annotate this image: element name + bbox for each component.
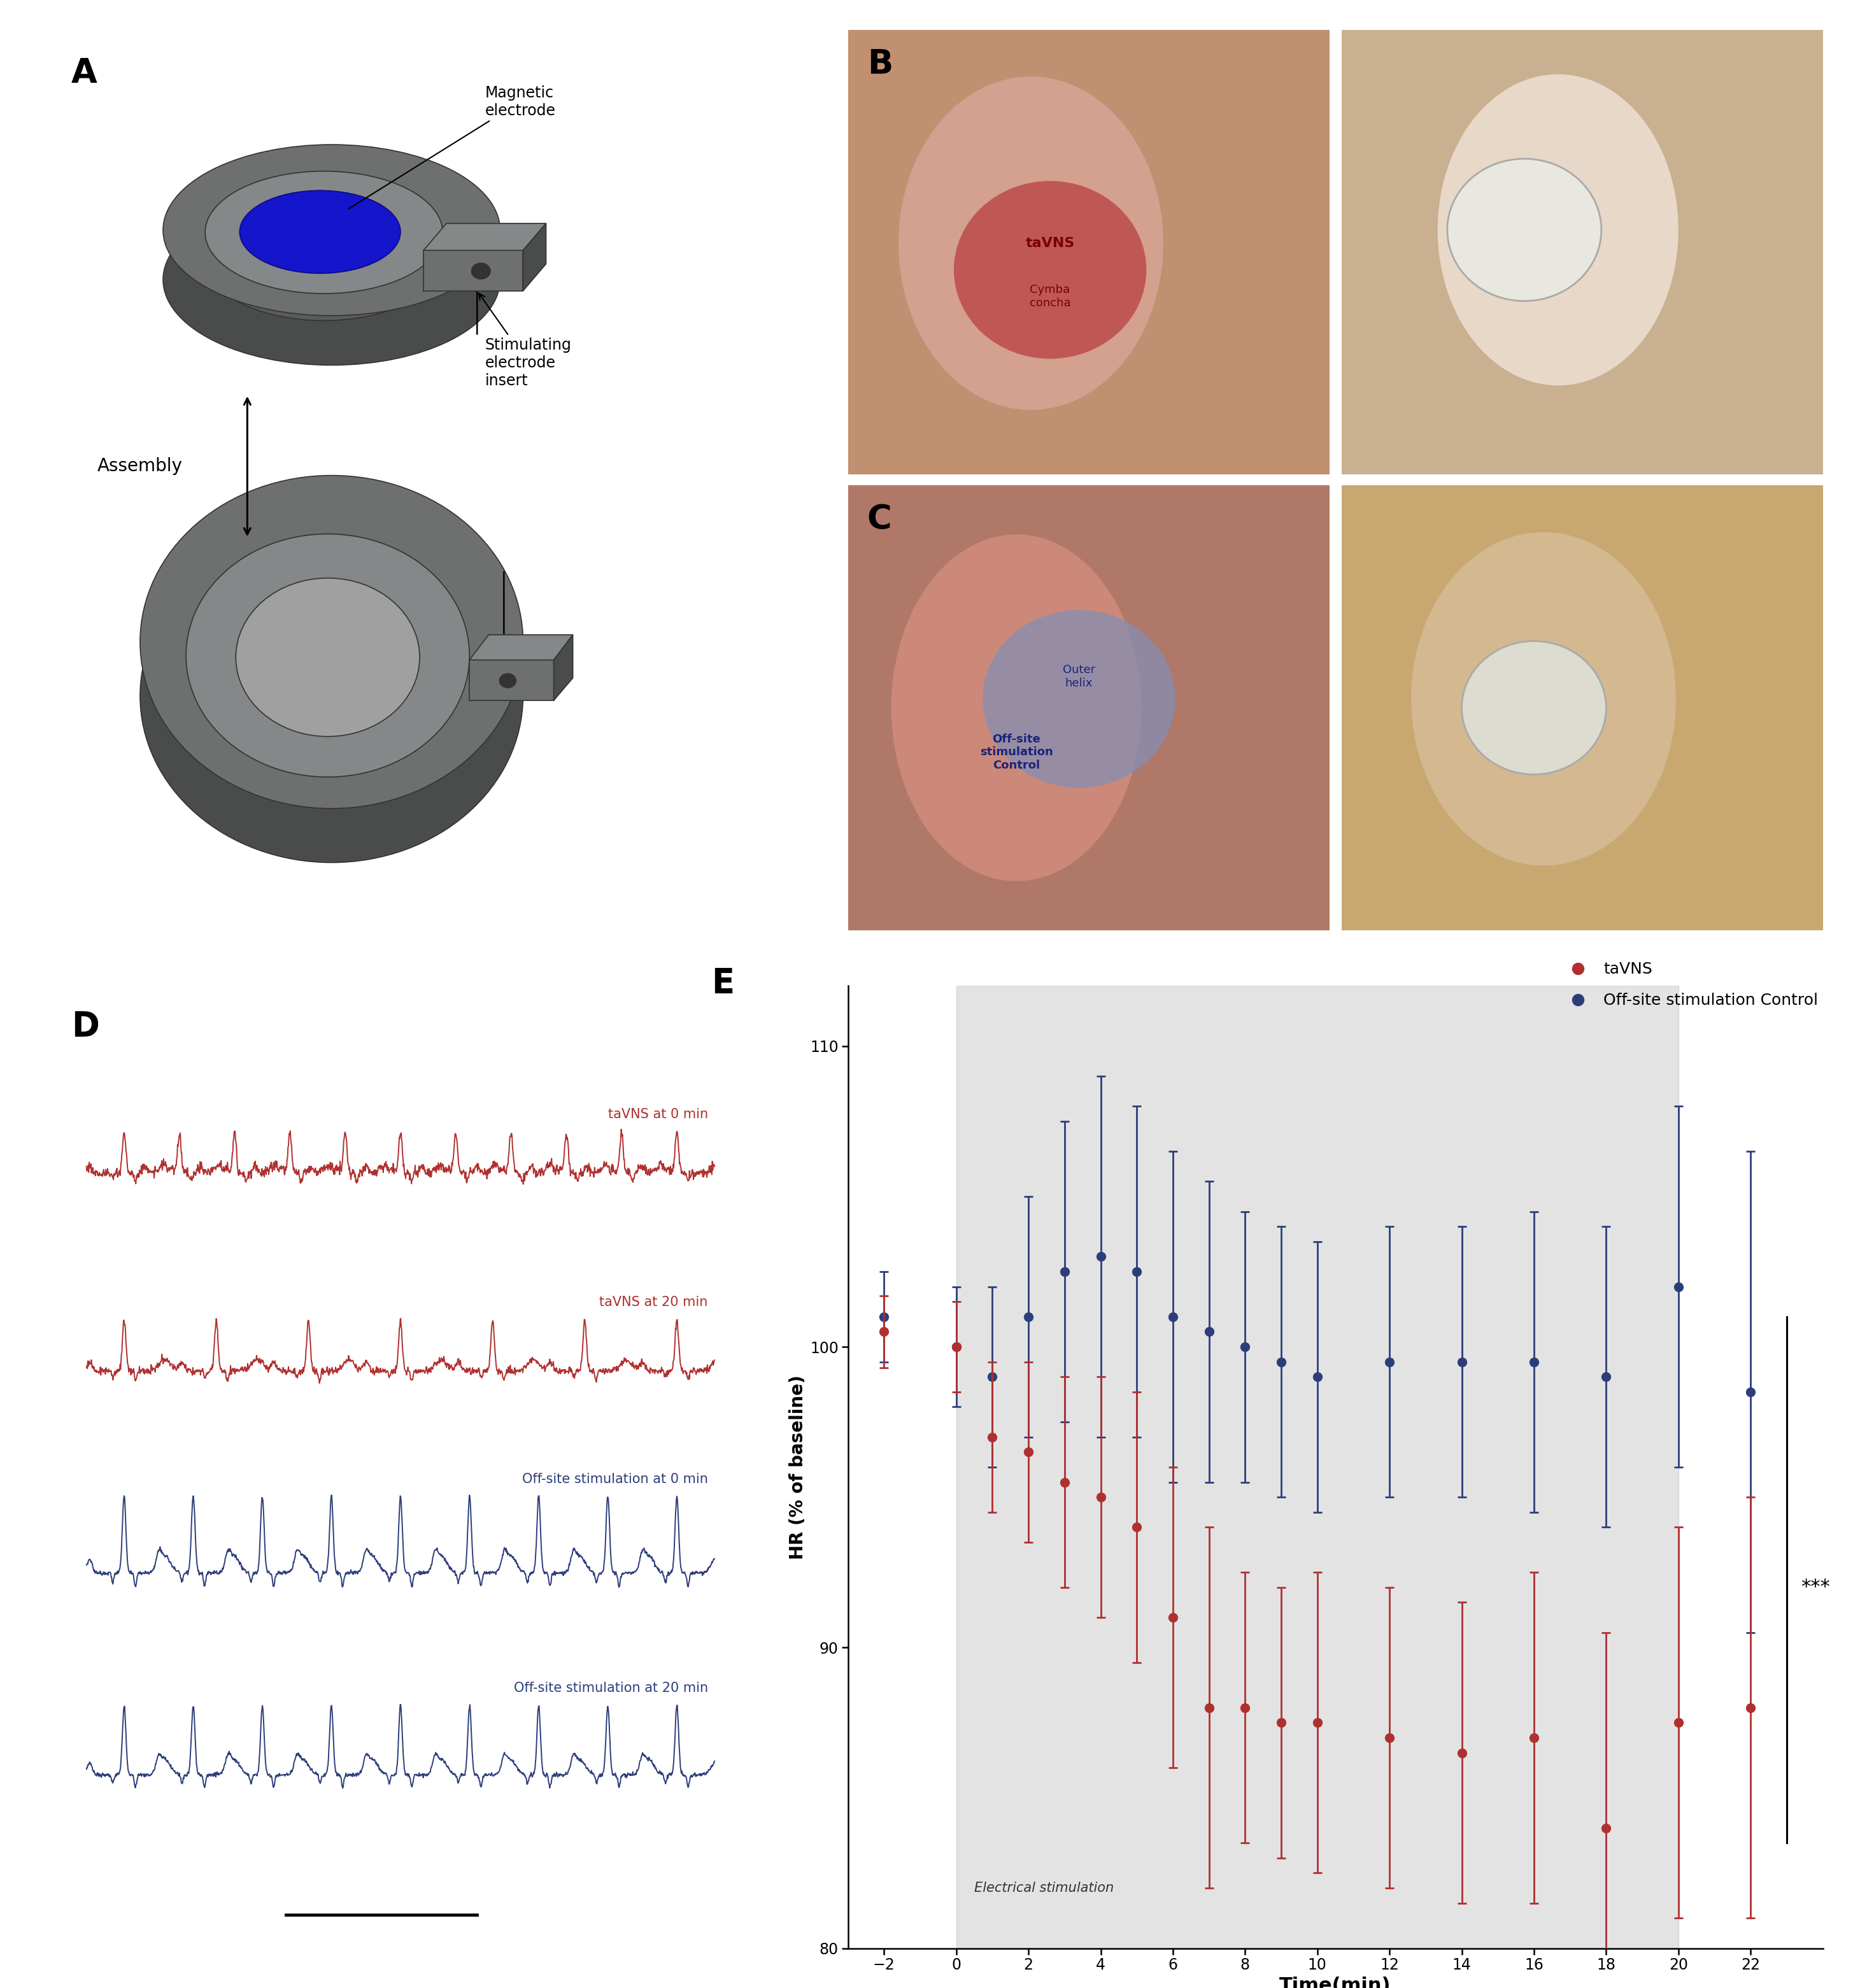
Ellipse shape <box>140 529 523 863</box>
Ellipse shape <box>186 553 469 795</box>
Text: Assembly: Assembly <box>97 457 182 475</box>
Ellipse shape <box>236 586 420 745</box>
Ellipse shape <box>891 535 1142 881</box>
Ellipse shape <box>898 76 1162 410</box>
Text: E: E <box>711 966 735 1000</box>
Polygon shape <box>424 250 523 290</box>
Text: Outer
helix: Outer helix <box>1062 664 1096 690</box>
Ellipse shape <box>164 195 500 366</box>
Text: D: D <box>71 1010 99 1044</box>
Ellipse shape <box>140 475 523 809</box>
Text: Off-site stimulation at 20 min: Off-site stimulation at 20 min <box>513 1682 709 1694</box>
Ellipse shape <box>1438 74 1678 386</box>
Polygon shape <box>554 634 573 700</box>
Text: taVNS at 0 min: taVNS at 0 min <box>608 1107 709 1121</box>
Polygon shape <box>424 223 547 250</box>
Ellipse shape <box>240 205 400 286</box>
Legend: taVNS, Off-site stimulation Control: taVNS, Off-site stimulation Control <box>1555 956 1825 1014</box>
Polygon shape <box>469 634 573 660</box>
Ellipse shape <box>1412 533 1676 865</box>
Text: C: C <box>867 503 891 537</box>
Text: Cymba
concha: Cymba concha <box>1030 284 1071 308</box>
Text: A: A <box>71 58 97 89</box>
Ellipse shape <box>240 191 400 272</box>
X-axis label: Time(min): Time(min) <box>1280 1976 1391 1988</box>
Text: B: B <box>867 48 893 82</box>
Polygon shape <box>523 223 547 290</box>
Ellipse shape <box>205 171 443 294</box>
Polygon shape <box>469 660 554 700</box>
Circle shape <box>1447 159 1601 300</box>
Text: Off-site
stimulation
Control: Off-site stimulation Control <box>980 734 1053 771</box>
Text: taVNS at 20 min: taVNS at 20 min <box>599 1296 709 1308</box>
Text: ***: *** <box>1800 1578 1830 1596</box>
Text: Off-site stimulation at 0 min: Off-site stimulation at 0 min <box>523 1473 709 1485</box>
Text: Electrical stimulation: Electrical stimulation <box>975 1881 1114 1895</box>
Text: taVNS: taVNS <box>1025 237 1075 250</box>
Circle shape <box>954 181 1146 358</box>
Circle shape <box>982 610 1176 787</box>
Bar <box>956 986 1678 1948</box>
Circle shape <box>1462 640 1607 775</box>
Ellipse shape <box>471 262 491 278</box>
Ellipse shape <box>186 535 469 777</box>
Text: Magnetic
electrode: Magnetic electrode <box>348 85 556 209</box>
Ellipse shape <box>164 145 500 316</box>
Ellipse shape <box>236 579 420 736</box>
Text: Stimulating
electrode
insert: Stimulating electrode insert <box>480 294 571 388</box>
Ellipse shape <box>205 199 443 320</box>
Y-axis label: HR (% of baseline): HR (% of baseline) <box>789 1376 807 1559</box>
Ellipse shape <box>498 674 517 688</box>
